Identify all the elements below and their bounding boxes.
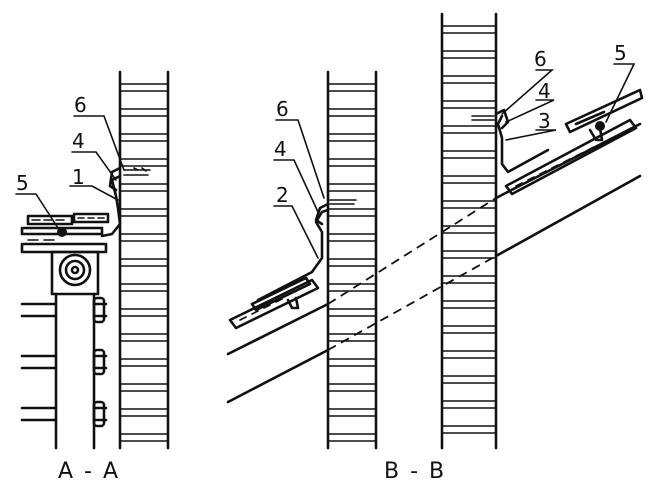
roof-hidden-upper [327,197,497,305]
label-c-6: 6 [534,47,547,71]
leader-a-6 [73,115,125,171]
chimney-a-courses [119,83,169,442]
leader-b-4 [273,159,319,213]
roof-hidden-lower [327,255,497,351]
caption-b-b: B - B [384,459,446,484]
leader-c-5 [605,63,636,123]
leader-a-5 [15,193,59,229]
leader-a-1 [69,185,119,201]
clip-b-right [588,126,604,142]
roll-inner [70,265,80,275]
strip-6-hatch [133,167,147,172]
tile-a-2 [72,212,110,224]
leader-a-4 [71,151,117,181]
fastener-5 [57,227,67,237]
roll-outer [58,253,92,287]
tiles-b-right [504,118,638,196]
purlins-a [20,296,108,428]
roof-line-lower-right [494,174,642,258]
strip-c-6 [471,115,495,121]
tiles-b-left-hatch [239,298,283,321]
label-a-5: 5 [16,171,29,195]
chimney-b2-courses [441,25,497,434]
roof-line-upper-left [226,302,330,356]
tiles-b-left [228,278,320,330]
label-a-6: 6 [74,93,87,117]
flashing-2 [256,208,330,302]
clip-b-left [286,296,300,310]
label-a-1: 1 [72,165,85,189]
leader-b-6 [275,119,325,199]
leader-b-2 [273,205,319,259]
roof-line-upper-right [494,122,642,200]
tiles-b-right-hatch [515,146,595,187]
tile-a-hatch [31,217,105,221]
label-a-4: 4 [72,129,85,153]
counter-flashing-b-4 [314,202,330,226]
label-b-6: 6 [276,97,289,121]
leader-c-3 [505,129,557,141]
label-c-4: 4 [538,79,551,103]
roll-middle [64,259,86,281]
chimney-b1-courses [327,83,377,442]
section-a-a: 6 4 1 5 A - A [15,70,170,484]
section-b-b: 6 4 2 6 4 3 5 B - B [226,12,644,484]
counter-flashing-4 [108,166,122,192]
label-b-4: 4 [274,137,287,161]
roof-line-lower-left [226,348,330,404]
flashing-3 [496,114,550,174]
label-b-2: 2 [276,183,289,207]
leader-c-6 [501,69,555,115]
strip-b-6 [329,199,357,205]
counter-flashing-c-4 [494,108,510,130]
label-c-3: 3 [538,109,551,133]
leader-c-4 [505,99,555,123]
tiles-b-left-upper [250,276,312,312]
caption-a-a: A - A [58,459,120,484]
tiles-b-top-line [574,110,606,126]
ridge-beam [50,250,100,296]
fastener-b-5 [595,121,605,131]
label-c-5: 5 [614,41,627,65]
